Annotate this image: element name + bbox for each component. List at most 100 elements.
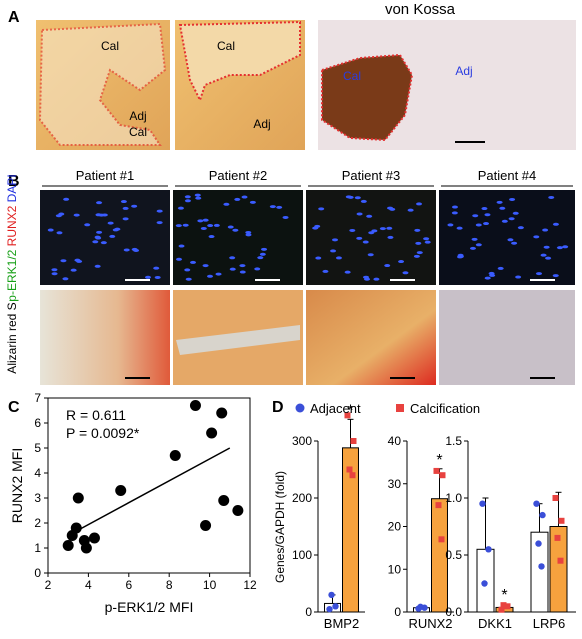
data-point	[535, 540, 542, 547]
nucleus	[483, 222, 490, 226]
nucleus	[373, 277, 380, 281]
nucleus	[208, 235, 215, 239]
nucleus	[245, 230, 252, 234]
x-tick-label: 12	[243, 578, 257, 592]
nucleus	[354, 196, 361, 200]
nucleus	[344, 270, 351, 274]
panel-label: B	[8, 173, 20, 190]
nucleus	[398, 260, 405, 264]
nucleus	[107, 221, 114, 225]
data-point	[485, 546, 492, 553]
nucleus	[552, 274, 559, 278]
nucleus	[131, 204, 138, 208]
nucleus	[207, 224, 214, 228]
nucleus	[413, 254, 420, 258]
fit-line	[67, 447, 231, 537]
nucleus	[92, 240, 99, 244]
nucleus	[200, 226, 207, 230]
outline	[178, 20, 301, 103]
nucleus	[182, 223, 189, 227]
y-tick-label: 3	[34, 491, 41, 505]
nucleus	[356, 212, 363, 216]
nucleus	[184, 195, 191, 199]
data-point	[533, 500, 540, 507]
nucleus	[202, 218, 209, 222]
nucleus	[232, 228, 239, 232]
stain-legend: p-ERK1/2 RUNX2 DAPI	[5, 174, 19, 301]
nucleus	[552, 222, 559, 226]
nucleus	[507, 238, 514, 242]
nucleus	[100, 241, 107, 245]
nucleus	[249, 200, 256, 204]
nucleus	[451, 205, 458, 209]
tissue-label: Adj	[253, 117, 270, 131]
nucleus	[63, 197, 70, 201]
nucleus	[185, 277, 192, 281]
nucleus	[229, 267, 236, 271]
nucleus	[414, 228, 421, 232]
nucleus	[511, 241, 518, 245]
y-tick-label: 0	[394, 605, 401, 619]
nucleus	[508, 217, 515, 221]
y-tick-label: 5	[34, 441, 41, 455]
y-tick-label: 10	[388, 562, 402, 576]
nucleus	[184, 268, 191, 272]
y-tick-label: 100	[292, 548, 312, 562]
nucleus	[84, 223, 91, 227]
data-point	[558, 517, 565, 524]
x-tick-label: 2	[45, 578, 52, 592]
nucleus	[423, 237, 430, 241]
nucleus	[62, 277, 69, 281]
nucleus	[471, 237, 478, 241]
y-tick-label: 1	[34, 541, 41, 555]
y-tick-label: 4	[34, 466, 41, 480]
data-point	[479, 500, 486, 507]
point	[216, 407, 228, 419]
y-tick-label: 1.0	[445, 491, 462, 505]
tissue-label: Adj	[129, 109, 146, 123]
data-point	[539, 511, 546, 519]
point	[80, 542, 92, 554]
data-point	[500, 602, 507, 609]
panel-title: von Kossa	[385, 1, 456, 18]
nucleus	[156, 209, 163, 213]
nucleus	[416, 251, 423, 255]
data-point	[439, 472, 446, 479]
nucleus	[515, 275, 522, 279]
point	[72, 492, 84, 504]
nucleus	[517, 226, 524, 230]
legend-label: Calcification	[410, 401, 480, 416]
x-tick-label: DKK1	[478, 616, 512, 631]
fluorescence-image	[40, 190, 170, 285]
nucleus	[312, 226, 319, 230]
point	[218, 495, 230, 506]
nucleus	[177, 206, 184, 210]
fluorescence-image	[173, 190, 303, 285]
nucleus	[254, 267, 261, 271]
nucleus	[384, 264, 391, 268]
nucleus	[330, 249, 337, 253]
nucleus	[223, 202, 230, 206]
nucleus	[122, 217, 129, 221]
x-tick-label: 6	[125, 578, 132, 592]
nucleus	[451, 211, 458, 215]
nucleus	[542, 228, 549, 232]
nucleus	[556, 246, 563, 250]
nucleus	[497, 266, 504, 270]
nucleus	[239, 270, 246, 274]
y-tick-label: 40	[388, 434, 402, 448]
nucleus	[347, 195, 354, 199]
panel-label: C	[8, 399, 20, 416]
nucleus	[386, 226, 393, 230]
data-point	[350, 438, 357, 444]
y-tick-label: 300	[292, 434, 312, 448]
nucleus	[499, 206, 506, 210]
nucleus	[282, 215, 289, 219]
y-axis-label: Genes/GAPDH (fold)	[273, 471, 287, 583]
nucleus	[73, 213, 80, 217]
data-point	[346, 466, 353, 473]
data-point	[504, 603, 511, 610]
nucleus	[368, 231, 375, 235]
data-point	[349, 472, 356, 479]
annotation: P = 0.0092*	[66, 425, 140, 441]
